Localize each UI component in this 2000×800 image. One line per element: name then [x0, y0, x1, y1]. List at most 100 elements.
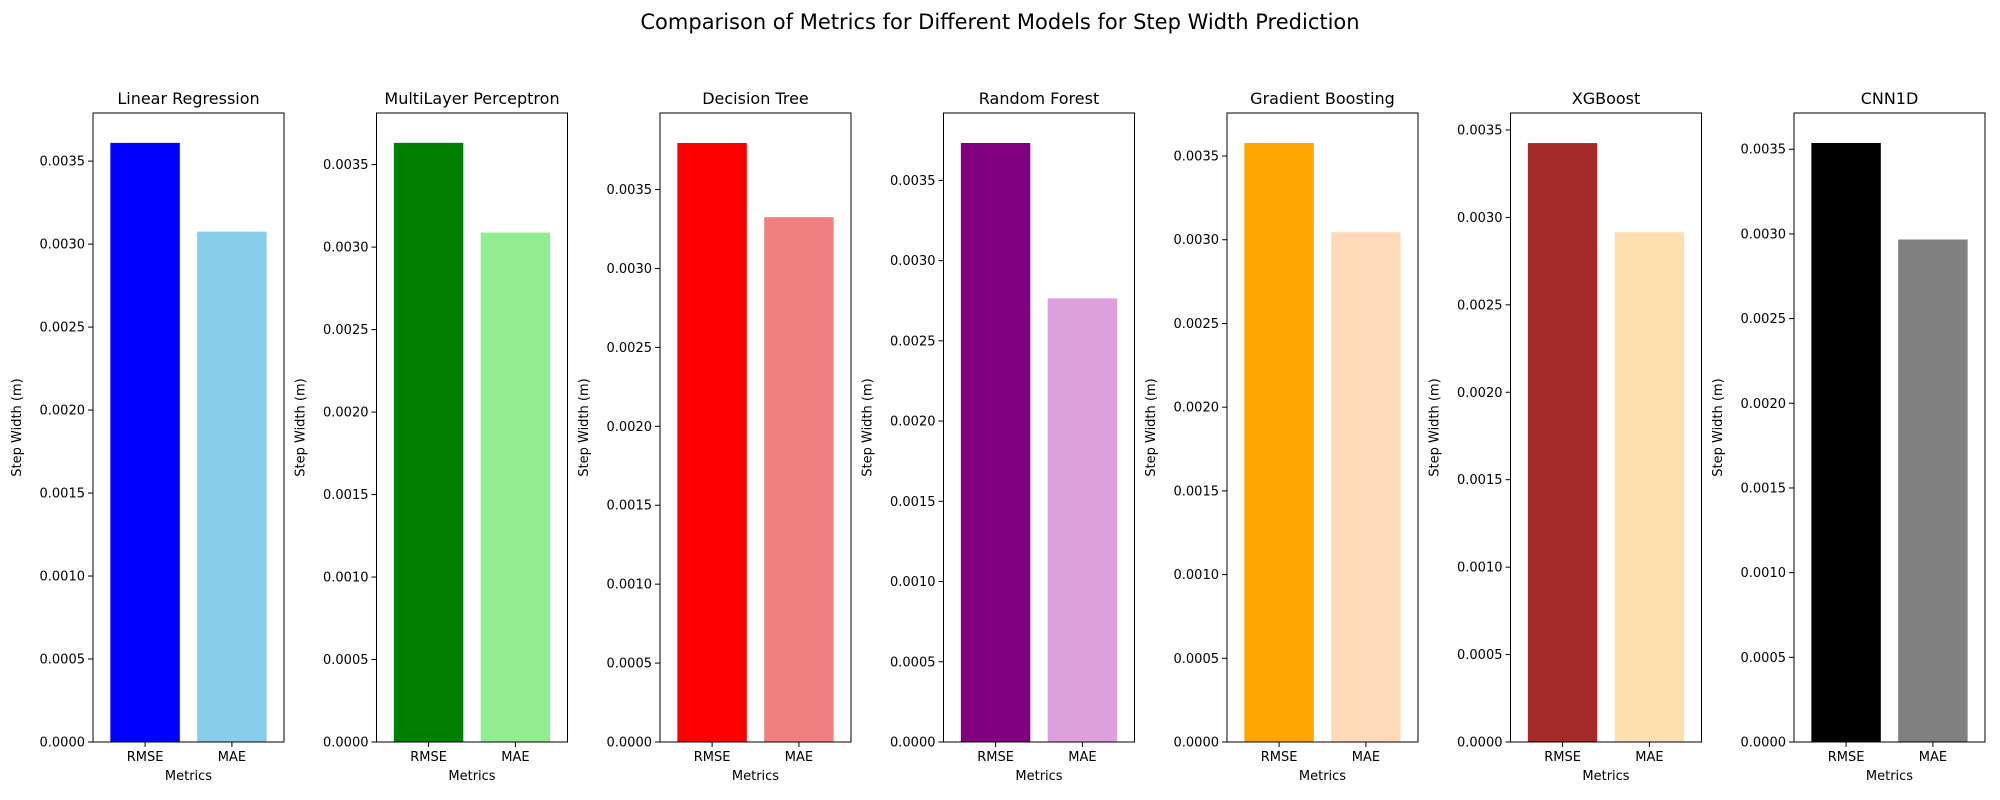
bar-mae — [480, 232, 551, 742]
chart-panel: RMSE MAE 0.0000 0.0005 0.0010 0.0015 0.0020 0.0… — [1711, 89, 1986, 784]
y-tick-label: 0.0010 — [890, 575, 936, 590]
y-tick-label: 0.0015 — [323, 488, 369, 503]
y-axis-label: Step Width (m) — [1428, 378, 1443, 476]
bar-mae — [1898, 239, 1968, 742]
y-tick-label: 0.0000 — [607, 736, 653, 751]
bar-rmse — [960, 143, 1031, 742]
x-axis-label: Metrics — [1582, 769, 1629, 784]
x-axis-label: Metrics — [732, 769, 779, 784]
y-tick-label: 0.0000 — [1457, 736, 1503, 751]
y-tick-label: 0.0025 — [1741, 312, 1787, 327]
y-tick-label: 0.0030 — [323, 241, 369, 256]
chart-panel: RMSE MAE 0.0000 0.0005 0.0010 0.0015 0.0020 0.0… — [577, 89, 852, 784]
y-tick-label: 0.0020 — [40, 404, 86, 419]
y-tick-label: 0.0030 — [607, 262, 653, 277]
y-tick-label: 0.0000 — [1741, 736, 1787, 751]
x-axis-label: Metrics — [1299, 769, 1346, 784]
x-axis-label: Metrics — [165, 769, 212, 784]
y-tick-label: 0.0030 — [1174, 233, 1220, 248]
x-tick-label: RMSE — [127, 750, 164, 765]
y-tick-label: 0.0035 — [1457, 123, 1503, 138]
y-tick-label: 0.0005 — [40, 653, 86, 668]
y-tick-label: 0.0020 — [890, 415, 936, 430]
bar-rmse — [1244, 142, 1314, 743]
y-tick-label: 0.0025 — [890, 334, 936, 349]
x-tick-label: MAE — [1068, 750, 1096, 765]
panel-title: CNN1D — [1861, 89, 1919, 108]
x-tick-label: RMSE — [1544, 750, 1581, 765]
y-tick-label: 0.0005 — [1457, 648, 1503, 663]
plot-frame — [659, 112, 852, 743]
x-tick-label: MAE — [1635, 750, 1663, 765]
y-tick-label: 0.0030 — [1741, 227, 1787, 242]
x-axis-label: Metrics — [448, 769, 495, 784]
y-tick-label: 0.0030 — [1457, 211, 1503, 226]
panel-title: Random Forest — [979, 89, 1099, 108]
y-tick-label: 0.0005 — [607, 657, 653, 672]
y-axis-label: Step Width (m) — [1711, 378, 1726, 476]
y-tick-label: 0.0015 — [40, 487, 86, 502]
chart-panel: RMSE MAE 0.0000 0.0005 0.0010 0.0015 0.0020 0.0… — [294, 89, 568, 784]
plot-frame — [1510, 112, 1702, 743]
y-tick-label: 0.0010 — [323, 571, 369, 586]
y-axis-label: Step Width (m) — [10, 378, 25, 476]
y-tick-label: 0.0035 — [890, 174, 936, 189]
y-tick-label: 0.0005 — [323, 653, 369, 668]
y-tick-label: 0.0030 — [40, 238, 86, 253]
y-tick-label: 0.0000 — [40, 736, 86, 751]
y-tick-label: 0.0000 — [890, 736, 936, 751]
panel-title: Decision Tree — [702, 89, 809, 108]
x-tick-label: MAE — [501, 750, 529, 765]
bar-mae — [1614, 232, 1685, 742]
y-tick-label: 0.0010 — [1174, 568, 1220, 583]
y-tick-label: 0.0020 — [1457, 386, 1503, 401]
x-tick-label: RMSE — [1261, 750, 1298, 765]
y-tick-label: 0.0035 — [1741, 143, 1787, 158]
bar-rmse — [677, 142, 747, 743]
bar-rmse — [1527, 143, 1598, 742]
bar-mae — [764, 217, 834, 742]
y-tick-label: 0.0015 — [1174, 484, 1220, 499]
plot-frame — [1226, 112, 1419, 743]
bar-rmse — [393, 142, 464, 743]
y-tick-label: 0.0025 — [40, 321, 86, 336]
y-tick-label: 0.0025 — [323, 323, 369, 338]
y-tick-label: 0.0010 — [607, 578, 653, 593]
bar-rmse — [110, 142, 180, 742]
y-tick-label: 0.0035 — [40, 155, 86, 170]
y-tick-label: 0.0020 — [323, 406, 369, 421]
y-tick-label: 0.0005 — [1174, 652, 1220, 667]
y-tick-label: 0.0035 — [1174, 150, 1220, 165]
x-tick-label: RMSE — [977, 750, 1014, 765]
chart-panel: RMSE MAE 0.0000 0.0005 0.0010 0.0015 0.0020 0.0… — [861, 89, 1135, 784]
y-tick-label: 0.0035 — [323, 158, 369, 173]
x-tick-label: MAE — [785, 750, 813, 765]
y-tick-label: 0.0005 — [890, 655, 936, 670]
panel-title: XGBoost — [1572, 89, 1641, 108]
chart-panel: RMSE MAE 0.0000 0.0005 0.0010 0.0015 0.0020 0.0… — [1144, 89, 1419, 784]
x-axis-label: Metrics — [1015, 769, 1062, 784]
y-tick-label: 0.0015 — [607, 499, 653, 514]
chart-panel: RMSE MAE 0.0000 0.0005 0.0010 0.0015 0.0020 0.0… — [1428, 89, 1702, 784]
bar-mae — [1331, 232, 1401, 742]
plot-frame — [92, 112, 285, 743]
x-tick-label: RMSE — [1828, 750, 1865, 765]
y-tick-label: 0.0020 — [1741, 397, 1787, 412]
plot-frame — [1793, 112, 1986, 743]
y-tick-label: 0.0035 — [607, 183, 653, 198]
chart-panel: RMSE MAE 0.0000 0.0005 0.0010 0.0015 0.0020 0.0… — [10, 89, 285, 784]
plot-frame — [376, 112, 568, 743]
panel-title: MultiLayer Perceptron — [384, 89, 559, 108]
y-tick-label: 0.0000 — [1174, 736, 1220, 751]
y-axis-label: Step Width (m) — [294, 378, 309, 476]
y-tick-label: 0.0010 — [40, 570, 86, 585]
x-tick-label: MAE — [1352, 750, 1380, 765]
bar-rmse — [1811, 142, 1881, 743]
bar-mae — [1047, 298, 1118, 742]
figure-title: Comparison of Metrics for Different Mode… — [640, 10, 1360, 34]
x-axis-label: Metrics — [1866, 769, 1913, 784]
y-tick-label: 0.0015 — [890, 495, 936, 510]
y-axis-label: Step Width (m) — [577, 378, 592, 476]
x-tick-label: MAE — [1919, 750, 1947, 765]
